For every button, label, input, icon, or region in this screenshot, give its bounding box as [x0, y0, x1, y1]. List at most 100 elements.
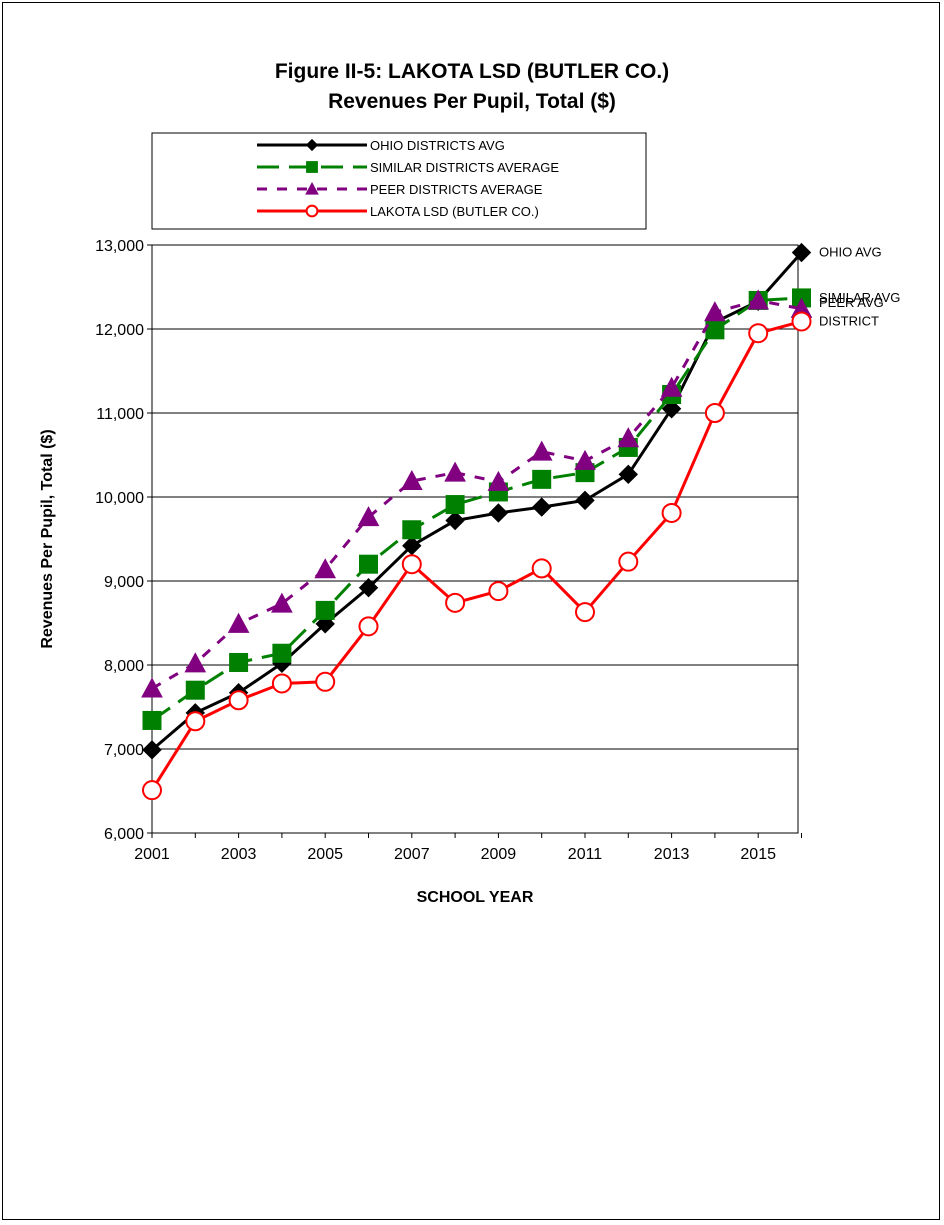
data-point-diamond	[305, 138, 319, 152]
legend-label: LAKOTA LSD (BUTLER CO.)	[370, 204, 539, 219]
data-point-circle	[531, 558, 552, 579]
data-point-diamond	[575, 490, 595, 511]
series-end-label: SIMILAR AVG	[819, 290, 900, 305]
x-axis-ticks: 2001 2003 2005 2007 2009 2011 2013 2015	[134, 833, 802, 863]
series-end-label: DISTRICT	[819, 313, 879, 328]
y-tick-label: 13,000	[95, 238, 144, 255]
data-point-triangle	[141, 677, 163, 698]
data-point-triangle	[574, 449, 596, 470]
series-line	[151, 296, 802, 722]
series-end-label: OHIO AVG	[819, 245, 882, 260]
data-point-triangle	[617, 427, 640, 448]
data-point-square	[705, 320, 725, 340]
data-point-triangle	[305, 181, 319, 195]
data-point-triangle	[530, 440, 553, 461]
data-point-circle	[488, 581, 509, 602]
legend-item: SIMILAR DISTRICTS AVERAGE	[257, 160, 559, 175]
data-point-circle	[575, 602, 595, 623]
y-tick-label: 9,000	[104, 574, 144, 591]
chart-subtitle: Revenues Per Pupil, Total ($)	[328, 90, 616, 113]
data-point-triangle	[314, 558, 337, 579]
data-point-circle	[748, 323, 769, 344]
data-point-circle	[185, 711, 206, 732]
legend-label: PEER DISTRICTS AVERAGE	[370, 182, 543, 197]
x-tick-label: 2011	[568, 846, 603, 863]
data-point-circle	[305, 204, 319, 218]
data-point-diamond	[531, 497, 552, 517]
data-point-circle	[315, 671, 336, 692]
data-point-diamond	[142, 740, 162, 760]
data-point-circle	[271, 673, 292, 694]
y-tick-label: 6,000	[104, 826, 144, 843]
data-point-square	[142, 710, 162, 730]
data-point-triangle	[271, 592, 293, 613]
data-point-circle	[661, 502, 682, 523]
data-point-diamond	[488, 503, 509, 523]
data-point-square	[306, 161, 318, 173]
data-point-triangle	[660, 376, 683, 397]
y-tick-label: 8,000	[104, 658, 144, 675]
legend: OHIO DISTRICTS AVG SIMILAR DISTRICTS AVER…	[257, 138, 559, 219]
legend-label: SIMILAR DISTRICTS AVERAGE	[370, 160, 559, 175]
data-point-square	[445, 495, 465, 515]
y-tick-label: 10,000	[95, 490, 144, 507]
legend-box	[151, 132, 647, 230]
data-point-circle	[445, 592, 466, 613]
legend-item: OHIO DISTRICTS AVG	[257, 138, 505, 153]
y-tick-label: 12,000	[95, 322, 144, 339]
data-point-square	[402, 520, 422, 540]
y-axis-label: Revenues Per Pupil, Total ($)	[39, 429, 56, 648]
data-point-circle	[618, 551, 639, 572]
gridlines	[152, 244, 798, 834]
data-point-square	[229, 652, 249, 672]
x-tick-label: 2007	[394, 846, 430, 863]
data-point-diamond	[661, 399, 682, 419]
data-point-triangle	[487, 470, 510, 491]
data-point-circle	[704, 403, 725, 423]
x-tick-label: 2009	[481, 846, 517, 863]
series-line	[151, 298, 802, 690]
data-point-triangle	[747, 289, 770, 310]
data-point-triangle	[184, 652, 207, 673]
data-point-diamond	[791, 242, 812, 263]
series-line	[151, 251, 803, 751]
x-tick-label: 2015	[740, 846, 776, 863]
data-point-triangle	[704, 301, 726, 322]
plot-area	[151, 244, 799, 834]
legend-item: LAKOTA LSD (BUTLER CO.)	[257, 204, 539, 219]
x-tick-label: 2001	[134, 846, 170, 863]
x-tick-label: 2003	[221, 846, 257, 863]
data-point-diamond	[445, 510, 465, 531]
data-point-circle	[142, 780, 162, 801]
data-point-square	[185, 680, 205, 700]
data-point-triangle	[357, 506, 380, 527]
data-point-circle	[401, 554, 422, 575]
y-tick-label: 7,000	[104, 742, 144, 759]
y-tick-label: 11,000	[96, 406, 144, 423]
legend-label: OHIO DISTRICTS AVG	[370, 138, 505, 153]
data-point-triangle	[444, 461, 466, 482]
x-tick-label: 2013	[654, 846, 690, 863]
x-axis-label: SCHOOL YEAR	[417, 889, 534, 906]
series-triangle	[141, 289, 813, 698]
legend-item: PEER DISTRICTS AVERAGE	[257, 181, 543, 197]
series-end-label: PEER AVG	[819, 295, 884, 310]
data-point-triangle	[227, 612, 250, 633]
series-layer	[141, 242, 813, 801]
chart-title: Figure II-5: LAKOTA LSD (BUTLER CO.)	[275, 60, 669, 83]
data-point-square	[532, 469, 552, 489]
data-point-square	[272, 643, 292, 663]
data-point-diamond	[618, 464, 639, 485]
data-point-triangle	[400, 469, 423, 491]
data-point-square	[315, 600, 335, 620]
series-circle	[142, 311, 812, 801]
data-point-square	[359, 554, 378, 574]
x-tick-label: 2005	[307, 846, 343, 863]
y-axis-ticks: 6,000 7,000 8,000 9,000 10,000 11,000 12,000 13…	[95, 238, 152, 843]
data-point-circle	[791, 311, 812, 332]
data-point-circle	[228, 690, 249, 711]
data-point-diamond	[358, 578, 379, 598]
series-line	[150, 319, 802, 791]
